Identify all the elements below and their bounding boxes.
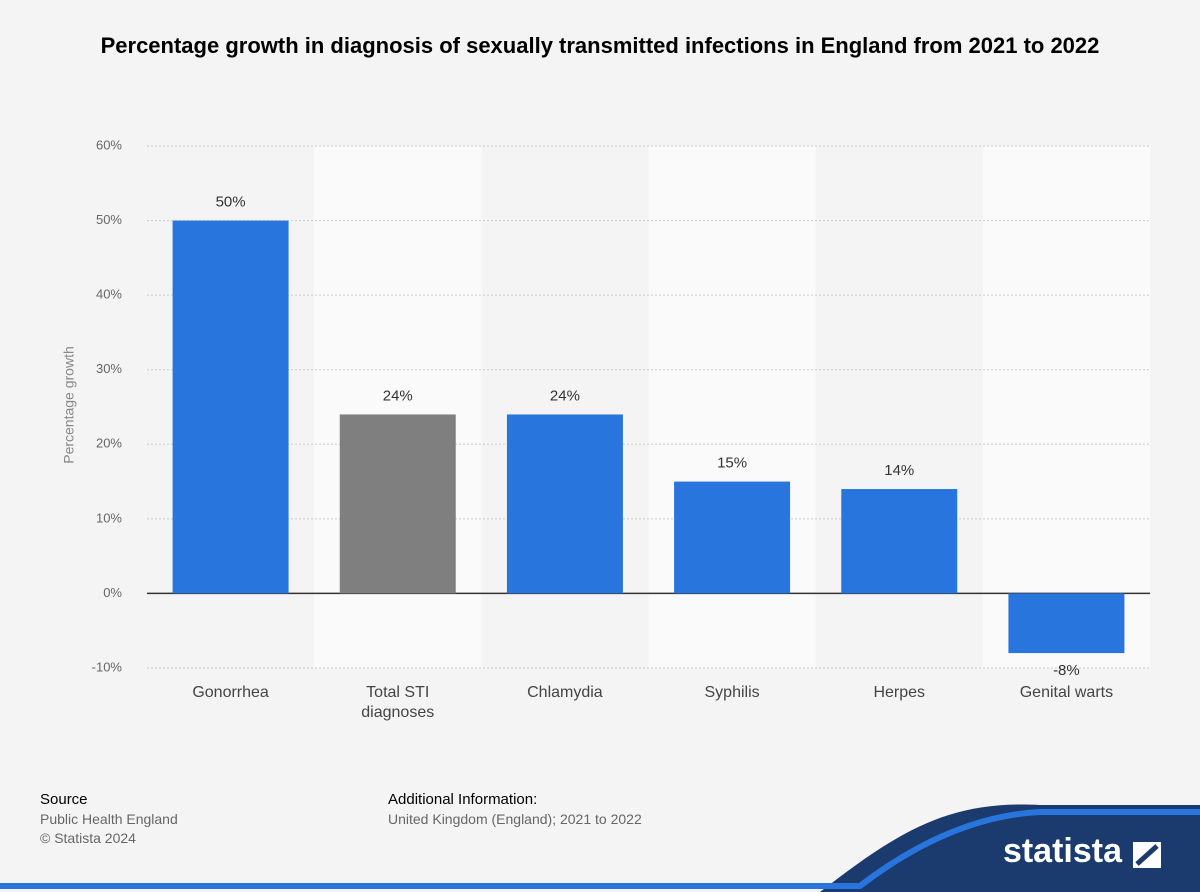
bar: [1008, 593, 1125, 654]
value-label: 15%: [717, 455, 747, 472]
x-tick-label: Chlamydia: [527, 684, 603, 701]
y-tick-label: 40%: [96, 287, 122, 302]
x-tick-label: Genital warts: [1019, 684, 1114, 701]
band: [982, 146, 1150, 668]
logo-icon-slash: [1135, 844, 1159, 866]
y-tick-label: 50%: [96, 212, 122, 227]
y-tick-label: 0%: [103, 585, 122, 600]
x-tick-label: Syphilis: [704, 684, 760, 701]
value-label: 24%: [383, 387, 413, 404]
value-label: 24%: [550, 387, 580, 404]
copyright: © Statista 2024: [40, 830, 136, 846]
y-tick-label: 10%: [96, 510, 122, 525]
bar: [841, 489, 958, 594]
bar: [506, 414, 623, 594]
bar: [339, 414, 456, 594]
bar: [674, 481, 791, 594]
info-title: Additional Information:: [388, 791, 538, 808]
chart-title: Percentage growth in diagnosis of sexual…: [100, 33, 1100, 58]
y-tick-label: -10%: [92, 659, 123, 674]
y-axis-label: Percentage growth: [61, 346, 77, 464]
source-title: Source: [40, 791, 88, 808]
bar: [172, 220, 289, 594]
value-label: 14%: [884, 462, 914, 479]
logo: statista: [1002, 832, 1122, 870]
value-label: 50%: [216, 194, 246, 211]
y-tick-label: 20%: [96, 436, 122, 451]
x-tick-label: Gonorrhea: [192, 684, 269, 701]
y-tick-label: 30%: [96, 361, 122, 376]
value-label: -8%: [1053, 662, 1080, 679]
logo-wave: [820, 804, 1200, 892]
info: United Kingdom (England); 2021 to 2022: [388, 811, 642, 827]
source: Public Health England: [40, 811, 178, 827]
y-tick-label: 60%: [96, 137, 122, 152]
x-tick-label: Total STI diagnoses: [361, 684, 435, 721]
x-tick-label: Herpes: [873, 684, 926, 701]
logo-stripe: [0, 809, 1200, 889]
